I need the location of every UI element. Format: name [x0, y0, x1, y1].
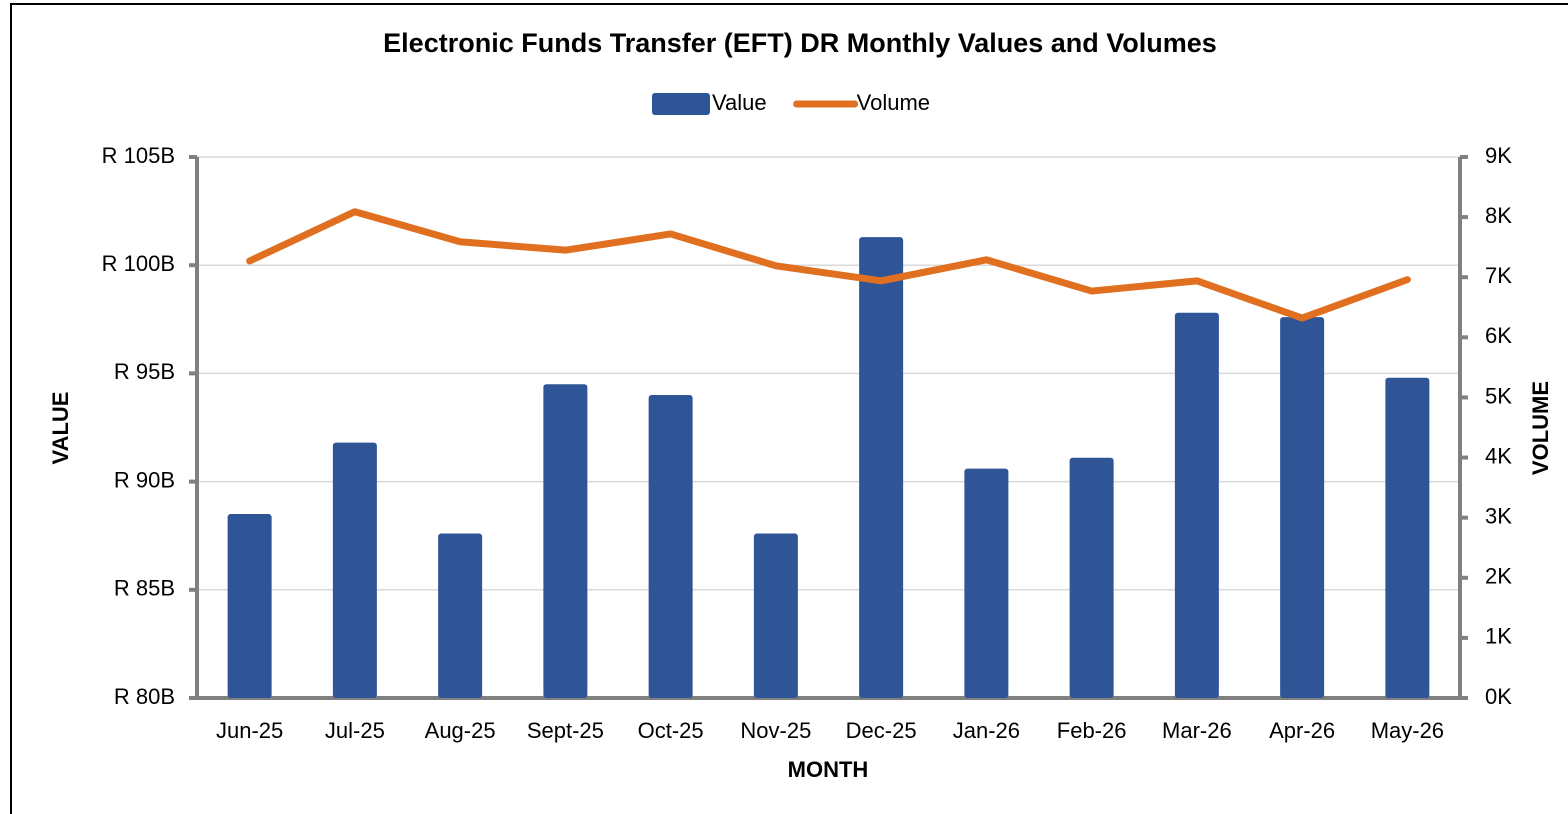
x-tick-label: Oct-25 [638, 718, 704, 743]
x-tick-label: Sept-25 [527, 718, 604, 743]
line [246, 208, 1411, 322]
y2-tick-label: 4K [1485, 443, 1512, 468]
chart-frame [10, 3, 1568, 814]
bar [753, 533, 798, 698]
x-axis-title: MONTH [788, 757, 869, 782]
x-tick-label: Jul-25 [325, 718, 385, 743]
y2-tick-label: 7K [1485, 263, 1512, 288]
bar [1174, 312, 1219, 698]
bar [648, 395, 693, 698]
y2-tick-label: 9K [1485, 143, 1512, 168]
y2-tick-label: 2K [1485, 564, 1512, 589]
bar [438, 533, 483, 698]
x-tick-label: Jun-25 [216, 718, 283, 743]
y2-axis-title: VOLUME [1528, 381, 1553, 475]
y2-tick-label: 0K [1485, 684, 1512, 709]
y2-tick-label: 6K [1485, 323, 1512, 348]
y2-tick-label: 5K [1485, 383, 1512, 408]
x-tick-label: Nov-25 [740, 718, 811, 743]
chart-title: Electronic Funds Transfer (EFT) DR Month… [383, 28, 1217, 58]
y-tick-label: R 95B [114, 359, 175, 384]
legend-swatch [652, 93, 710, 115]
y-tick-label: R 100B [102, 251, 175, 276]
bar [964, 468, 1009, 698]
x-tick-label: Dec-25 [846, 718, 917, 743]
bar [1385, 377, 1430, 698]
bar [227, 514, 272, 698]
y2-tick-label: 1K [1485, 624, 1512, 649]
x-tick-label: May-26 [1371, 718, 1444, 743]
bar [1280, 317, 1325, 698]
bar [859, 237, 904, 698]
x-tick-label: Mar-26 [1162, 718, 1232, 743]
x-tick-label: Apr-26 [1269, 718, 1335, 743]
y-tick-label: R 85B [114, 576, 175, 601]
bar [543, 384, 588, 698]
legend-label: Value [712, 90, 767, 115]
x-tick-label: Jan-26 [953, 718, 1020, 743]
x-tick-label: Aug-25 [425, 718, 496, 743]
y-axis-title: VALUE [48, 392, 73, 465]
x-tick-label: Feb-26 [1057, 718, 1127, 743]
y-tick-label: R 105B [102, 143, 175, 168]
bar [1069, 457, 1114, 698]
y2-tick-label: 3K [1485, 503, 1512, 528]
y2-tick-label: 8K [1485, 203, 1512, 228]
y-tick-label: R 90B [114, 467, 175, 492]
bar [332, 442, 377, 698]
y-tick-label: R 80B [114, 684, 175, 709]
legend-label: Volume [857, 90, 930, 115]
